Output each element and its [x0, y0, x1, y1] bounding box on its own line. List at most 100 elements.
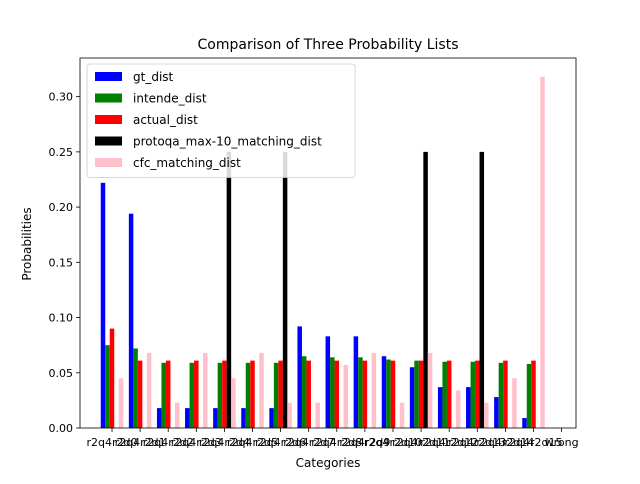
legend-label: gt_dist: [133, 70, 174, 84]
bar-cfc_matching_dist-r2q4r2d8: [343, 365, 349, 428]
bar-gt_dist-r2q4r2d8: [325, 336, 331, 428]
bar-intende_dist-r2q4r2d1: [133, 348, 138, 428]
bar-cfc_matching_dist-r2q4r2d12: [455, 390, 461, 428]
x-tick-label: r2q4r2d9: [339, 436, 390, 449]
y-tick-label: 0.25: [49, 146, 74, 159]
bar-protoqa_max-10_matching_dist-r2q4r2d11: [423, 151, 428, 428]
legend-label: cfc_matching_dist: [133, 156, 241, 170]
legend-label: intende_dist: [133, 92, 207, 106]
bar-cfc_matching_dist-r2q4r2d5: [259, 352, 264, 428]
bar-actual_dist-r2q4r2d2: [165, 360, 171, 428]
bar-gt_dist-r2q4r2d7: [297, 326, 302, 428]
bar-intende_dist-r2q4r2d13: [470, 361, 476, 428]
bar-intende_dist-r2q4r2d9: [358, 357, 363, 428]
x-tick-label: r2q4r2d3: [171, 436, 222, 449]
x-axis-label: Categories: [296, 456, 361, 470]
x-tick-label: wrong: [545, 436, 579, 449]
bar-intende_dist-r2q4r2d6: [273, 362, 279, 428]
y-tick-label: 0.05: [49, 367, 74, 380]
bar-gt_dist-r2q4r2d4: [213, 408, 218, 428]
legend-swatch: [95, 93, 122, 103]
bar-actual_dist-r2q4r2d3: [194, 360, 199, 428]
bar-gt_dist-r2q4r2d14: [494, 397, 499, 428]
legend-label: protoqa_max-10_matching_dist: [133, 135, 322, 149]
plot-frame: [79, 57, 577, 429]
bar-cfc_matching_dist-r2q4r2d2: [174, 402, 180, 428]
x-tick-label: r2q4r2d0: [86, 436, 137, 449]
bar-cfc_matching_dist-r2q4r2d1: [146, 352, 152, 428]
bar-cfc_matching_dist-r2q4r2d15: [540, 76, 545, 428]
y-tick-label: 0.10: [49, 312, 74, 325]
bar-intende_dist-r2q4r2d11: [414, 360, 419, 428]
bar-gt_dist-r2q4r2d15: [522, 418, 527, 428]
x-tick-label: r2q4r2d2: [143, 436, 194, 449]
bar-actual_dist-r2q4r2d15: [531, 360, 536, 428]
bar-intende_dist-r2q4r2d4: [217, 362, 223, 428]
legend: gt_dist intende_dist actual_dist protoqa_ma…: [86, 63, 356, 178]
bar-gt_dist-r2q4r2d13: [466, 387, 471, 428]
x-axis: r2q4r2d0r2q4r2d1r2q4r2d2r2q4r2d3r2q4r2d4…: [86, 428, 579, 449]
bar-intende_dist-r2q4r2d10: [386, 359, 391, 428]
bar-intende_dist-r2q4r2d8: [330, 357, 335, 428]
bar-actual_dist-r2q4r2d10: [390, 360, 396, 428]
x-tick-label: r2q4r2d12: [420, 436, 478, 449]
bar-intende_dist-r2q4r2d7: [301, 356, 307, 428]
bar-cfc_matching_dist-r2q4r2d6: [287, 402, 292, 428]
bar-actual_dist-r2q4r2d14: [503, 360, 508, 428]
bar-gt_dist-r2q4r2d0: [100, 182, 106, 428]
chart-title: Comparison of Three Probability Lists: [198, 37, 459, 53]
legend-swatch: [95, 136, 122, 146]
x-tick-label: r2q4r2d13: [448, 436, 506, 449]
y-axis-label: Probabilities: [20, 207, 34, 280]
bar-actual_dist-r2q4r2d7: [306, 360, 311, 428]
bar-cfc_matching_dist-r2q4r2d7: [315, 402, 320, 428]
bar-intende_dist-r2q4r2d5: [245, 362, 251, 428]
bars-layer: [100, 76, 545, 428]
x-tick-label: r2q4r2d10: [364, 436, 422, 449]
x-tick-label: r2q4r2d8: [311, 436, 362, 449]
bar-actual_dist-r2q4r2d6: [278, 360, 283, 428]
bar-cfc_matching_dist-r2q4r2d11: [427, 352, 433, 428]
bar-actual_dist-r2q4r2d5: [250, 360, 255, 428]
bar-actual_dist-r2q4r2d4: [222, 360, 227, 428]
bar-gt_dist-r2q4r2d9: [353, 336, 359, 428]
bar-actual_dist-r2q4r2d1: [137, 360, 143, 428]
y-tick-label: 0.30: [49, 91, 74, 104]
x-tick-label: r2q4r2d11: [392, 436, 450, 449]
bar-actual_dist-r2q4r2d11: [418, 360, 424, 428]
bar-gt_dist-r2q4r2d12: [437, 387, 443, 428]
bar-protoqa_max-10_matching_dist-r2q4r2d4: [226, 151, 232, 428]
bar-protoqa_max-10_matching_dist-r2q4r2d13: [479, 151, 485, 428]
bar-intende_dist-r2q4r2d14: [498, 362, 504, 428]
bar-actual_dist-r2q4r2d12: [446, 360, 452, 428]
bar-intende_dist-r2q4r2d3: [189, 362, 195, 428]
y-tick-label: 0.15: [49, 256, 74, 269]
bar-cfc_matching_dist-r2q4r2d4: [231, 378, 236, 428]
bar-cfc_matching_dist-r2q4r2d10: [399, 402, 405, 428]
bar-intende_dist-r2q4r2d0: [105, 345, 110, 428]
bar-gt_dist-r2q4r2d10: [381, 356, 387, 428]
bar-cfc_matching_dist-r2q4r2d9: [371, 352, 377, 428]
x-tick-label: r2q4r2d5: [227, 436, 278, 449]
bar-cfc_matching_dist-r2q4r2d0: [118, 378, 124, 428]
bar-intende_dist-r2q4r2d2: [161, 362, 166, 428]
bar-intende_dist-r2q4r2d15: [526, 363, 532, 428]
bar-gt_dist-r2q4r2d11: [409, 367, 415, 428]
x-tick-label: r2q4r2d15: [504, 436, 562, 449]
y-tick-label: 0.20: [49, 201, 74, 214]
bar-actual_dist-r2q4r2d9: [362, 360, 368, 428]
y-axis: 0.00 0.05 0.10 0.15 0.20 0.25 0.30: [49, 91, 80, 435]
bar-gt_dist-r2q4r2d2: [156, 408, 162, 428]
x-tick-label: r2q4r2d1: [115, 436, 166, 449]
bar-cfc_matching_dist-r2q4r2d13: [484, 402, 489, 428]
legend-swatch: [95, 72, 122, 81]
x-tick-label: r2q4r2d14: [476, 436, 534, 449]
y-tick-label: 0.00: [49, 422, 74, 435]
bar-intende_dist-r2q4r2d12: [442, 361, 447, 428]
legend-swatch: [95, 115, 122, 124]
bar-actual_dist-r2q4r2d8: [334, 360, 340, 428]
x-tick-label: r2q4r2d4: [199, 436, 250, 449]
bar-gt_dist-r2q4r2d5: [241, 408, 246, 428]
